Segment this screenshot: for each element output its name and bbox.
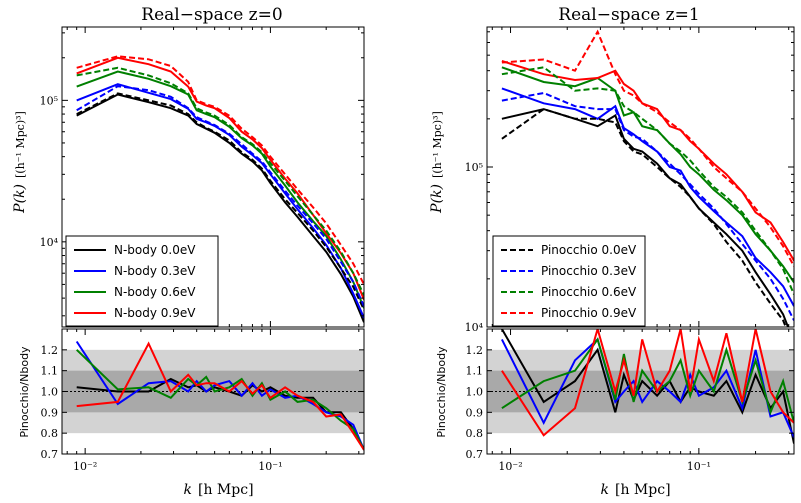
ratio-y-tick-label: 1.2 [466, 344, 484, 357]
ratio-axes-z1: 0.7 0.8 0.9 1.0 1.1 1.2 10⁻² 10⁻¹ [466, 328, 795, 473]
main-axes-z1: 10⁴ 10⁵ [465, 26, 795, 454]
legend-label: Pinocchio 0.9eV [541, 306, 637, 320]
main-frame [61, 26, 365, 328]
x-tick-label: 10⁻² [73, 460, 97, 473]
x-tick-label: 10⁻¹ [258, 460, 282, 473]
ratio-y-tick-label: 1.2 [41, 344, 59, 357]
series-n-body-0-9ev [501, 60, 794, 262]
ratio-series-0-9eV [501, 329, 794, 437]
series-n-body-0-0ev [501, 108, 790, 327]
legend-box [492, 235, 646, 327]
xlabel-z1-k: k [601, 482, 609, 498]
series-pinocchio-0-3ev [76, 85, 364, 307]
y-tick-label: 10⁵ [40, 94, 58, 107]
series-pinocchio-0-0ev [76, 92, 364, 311]
series-lines [76, 55, 364, 323]
series-pinocchio-0-3ev [501, 91, 794, 321]
ratio-y-tick-label: 1.1 [41, 365, 59, 378]
series-n-body-0-6ev [501, 66, 794, 283]
ratio-y-tick-label: 0.7 [466, 448, 484, 461]
xlabel-z1: k [h Mpc] [601, 482, 671, 498]
panel-title-z1: Real−space z=1 [558, 5, 699, 25]
legend-label: Pinocchio 0.0eV [541, 243, 637, 257]
series-pinocchio-0-6ev [501, 66, 794, 295]
y-tick-label: 10⁴ [465, 321, 484, 334]
ylabel-ratio-z0: Pinocchio/Nbody [18, 346, 31, 438]
legend-z0: N-body 0.0eV N-body 0.3eV N-body 0.6eV N-bo… [65, 235, 219, 327]
ylabel-unit-z0-text: [(h⁻¹ Mpc)³] [14, 111, 27, 178]
ylabel-main-z0: P(k) [(h⁻¹ Mpc)³] [12, 111, 28, 214]
ratio-series-0-0eV [501, 329, 794, 444]
ylabel-main-z0-text: P(k) [12, 184, 28, 214]
ratio-series-0-9eV [76, 341, 364, 451]
series-n-body-0-0ev [76, 93, 364, 323]
y-tick-label: 10⁵ [465, 161, 483, 174]
ratio-y-tick-label: 1.0 [466, 386, 484, 399]
x-tick-label: 10⁻¹ [687, 460, 711, 473]
ylabel-main-z1-text: P(k) [429, 184, 445, 214]
ratio-lines [501, 329, 794, 444]
ylabel-unit-z1-text: [(h⁻¹ Mpc)³] [431, 111, 444, 178]
panel-title-z0: Real−space z=0 [141, 5, 282, 25]
series-pinocchio-0-6ev [76, 66, 364, 296]
legend-label: N-body 0.9eV [114, 306, 196, 320]
ratio-series-0-3eV [75, 340, 364, 451]
series-n-body-0-3ev [501, 87, 794, 307]
ylabel-main-z1: P(k) [(h⁻¹ Mpc)³] [429, 111, 445, 214]
series-pinocchio-0-9ev [76, 55, 364, 285]
ratio-series-0-6eV [501, 337, 794, 424]
main-frame [486, 26, 795, 328]
main-axes-z0: 10⁴ 10⁵ [40, 26, 365, 454]
ratio-axes-z0: 0.7 0.8 0.9 1.0 1.1 1.2 10⁻² 10⁻¹ [41, 328, 365, 473]
legend-label: Pinocchio 0.3eV [541, 264, 637, 278]
ratio-y-tick-label: 0.8 [466, 427, 484, 440]
legend-label: N-body 0.3eV [114, 264, 196, 278]
series-lines [501, 29, 794, 327]
series-pinocchio-0-9ev [501, 29, 794, 267]
y-tick-label: 10⁴ [40, 236, 59, 249]
ratio-y-tick-label: 0.7 [41, 448, 59, 461]
xlabel-z0-unit: [h Mpc] [198, 482, 254, 498]
legend-z1: Pinocchio 0.0eV Pinocchio 0.3eV Pinocchio … [492, 235, 646, 327]
legend-label: N-body 0.6eV [114, 285, 196, 299]
panel-z1: Real−space z=1 10⁴ 10⁵ 0.7 0.8 0.9 1.0 1.1 1.2… [429, 5, 795, 498]
xlabel-z1-unit: [h Mpc] [615, 482, 671, 498]
legend-label: N-body 0.0eV [114, 243, 196, 257]
series-n-body-0-9ev [76, 56, 364, 301]
panel-z0: Real−space z=0 10⁴ 10⁵ 0.7 0.8 0.9 1.0 1.1 1.2… [12, 5, 365, 498]
series-pinocchio-0-0ev [501, 107, 787, 327]
legend-label: Pinocchio 0.6eV [541, 285, 637, 299]
ylabel-ratio-z1: Pinocchio/Nbody [435, 346, 448, 438]
ratio-y-tick-label: 0.9 [466, 406, 484, 419]
ratio-y-tick-label: 1.1 [466, 365, 484, 378]
ratio-y-tick-label: 0.8 [41, 427, 59, 440]
ratio-y-tick-label: 0.9 [41, 406, 59, 419]
series-n-body-0-6ev [76, 70, 364, 309]
xlabel-z0: k [h Mpc] [184, 482, 254, 498]
series-n-body-0-3ev [76, 83, 364, 319]
xlabel-z0-k: k [184, 482, 192, 498]
x-tick-label: 10⁻² [498, 460, 522, 473]
ratio-y-tick-label: 1.0 [41, 386, 59, 399]
ratio-lines [75, 340, 364, 451]
